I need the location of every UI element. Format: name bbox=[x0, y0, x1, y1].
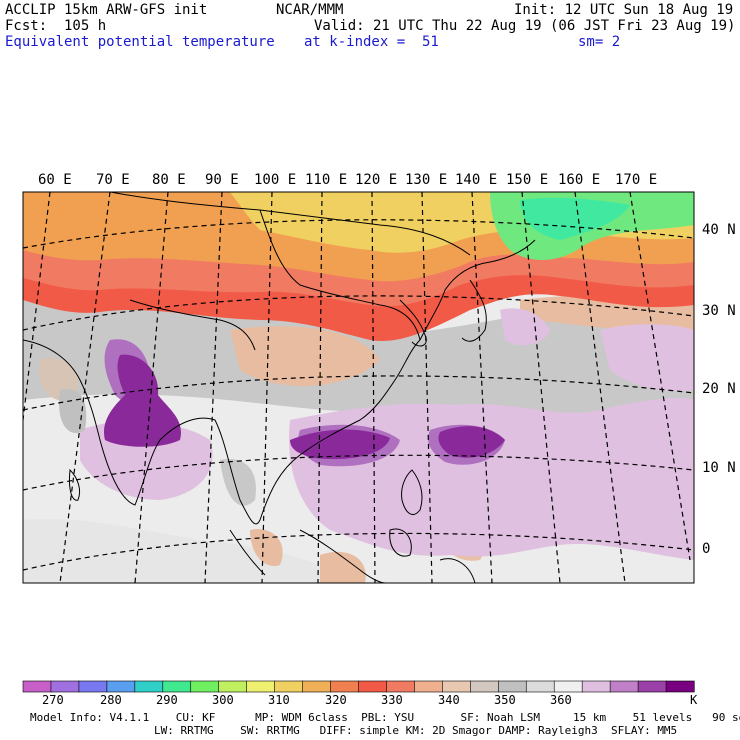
colorbar-tick-label: 330 bbox=[381, 693, 403, 707]
field-name: Equivalent potential temperature bbox=[5, 34, 275, 50]
model-title: ACCLIP 15km ARW-GFS init bbox=[5, 2, 208, 18]
forecast-hour: Fcst: 105 h bbox=[5, 18, 107, 34]
colorbar-swatch bbox=[665, 680, 695, 693]
physics-info: LW: RRTMG SW: RRTMG DIFF: simple KM: 2D … bbox=[154, 724, 678, 737]
colorbar-swatch bbox=[134, 680, 164, 693]
coastlines bbox=[23, 192, 536, 583]
colorbar-swatch bbox=[414, 680, 443, 693]
lat-label: 0 bbox=[702, 541, 711, 557]
colorbar-swatch bbox=[358, 680, 388, 693]
lat-label: 30 N bbox=[702, 303, 736, 319]
lon-label: 100 E bbox=[254, 172, 297, 188]
colorbar-swatch bbox=[609, 680, 639, 693]
colorbar-swatch bbox=[50, 680, 80, 693]
smoothing-label: sm= 2 bbox=[578, 34, 621, 50]
level-label: at k-index = 51 bbox=[304, 34, 439, 50]
colorbar-tick-label: 350 bbox=[494, 693, 516, 707]
lat-label: 10 N bbox=[702, 460, 736, 476]
colorbar-swatch bbox=[218, 680, 248, 693]
lon-label: 130 E bbox=[405, 172, 448, 188]
lon-label: 90 E bbox=[205, 172, 239, 188]
colorbar-swatch bbox=[553, 680, 583, 693]
colorbar-swatch bbox=[386, 680, 416, 693]
colorbar-tick-label: 300 bbox=[212, 693, 234, 707]
colorbar-swatch bbox=[190, 680, 220, 693]
colorbar-swatch bbox=[470, 680, 499, 693]
colorbar-tick-label: 340 bbox=[438, 693, 460, 707]
colorbar-swatch bbox=[581, 680, 611, 693]
colorbar-unit: K bbox=[690, 693, 698, 707]
colorbar-swatch bbox=[106, 680, 136, 693]
map-frame bbox=[22, 191, 695, 584]
colorbar-swatch bbox=[637, 680, 667, 693]
colorbar-swatch bbox=[78, 680, 108, 693]
valid-time: Valid: 21 UTC Thu 22 Aug 19 (06 JST Fri … bbox=[314, 18, 736, 34]
lat-label: 40 N bbox=[702, 222, 736, 238]
colorbar-swatch bbox=[497, 680, 527, 693]
colorbar-tick-label: 290 bbox=[156, 693, 178, 707]
graticule bbox=[23, 192, 694, 583]
model-info: Model Info: V4.1.1 CU: KF MP: WDM 6class… bbox=[30, 711, 740, 724]
colorbar-tick-label: 270 bbox=[42, 693, 64, 707]
lon-label: 70 E bbox=[96, 172, 130, 188]
colorbar-tick-label: 360 bbox=[550, 693, 572, 707]
colorbar-swatch bbox=[302, 680, 332, 693]
lon-label: 150 E bbox=[506, 172, 549, 188]
colorbar-swatch bbox=[274, 680, 304, 693]
lat-label: 20 N bbox=[702, 381, 736, 397]
colorbar-tick-label: 280 bbox=[100, 693, 122, 707]
colorbar-swatch bbox=[22, 680, 52, 693]
colorbar-tick-label: 320 bbox=[325, 693, 347, 707]
center-label: NCAR/MMM bbox=[276, 2, 344, 18]
lon-label: 170 E bbox=[615, 172, 658, 188]
lon-label: 140 E bbox=[455, 172, 498, 188]
lon-label: 60 E bbox=[38, 172, 72, 188]
colorbar-tick-label: 310 bbox=[268, 693, 290, 707]
colorbar bbox=[22, 680, 695, 693]
lon-label: 110 E bbox=[305, 172, 348, 188]
colorbar-swatch bbox=[525, 680, 555, 693]
theta-e-field bbox=[23, 192, 694, 583]
lon-label: 120 E bbox=[355, 172, 398, 188]
lon-label: 160 E bbox=[558, 172, 601, 188]
colorbar-swatch bbox=[246, 680, 276, 693]
init-time: Init: 12 UTC Sun 18 Aug 19 bbox=[514, 2, 734, 18]
colorbar-swatch bbox=[442, 680, 471, 693]
colorbar-swatch bbox=[330, 680, 360, 693]
colorbar-swatch bbox=[162, 680, 192, 693]
lon-label: 80 E bbox=[152, 172, 186, 188]
